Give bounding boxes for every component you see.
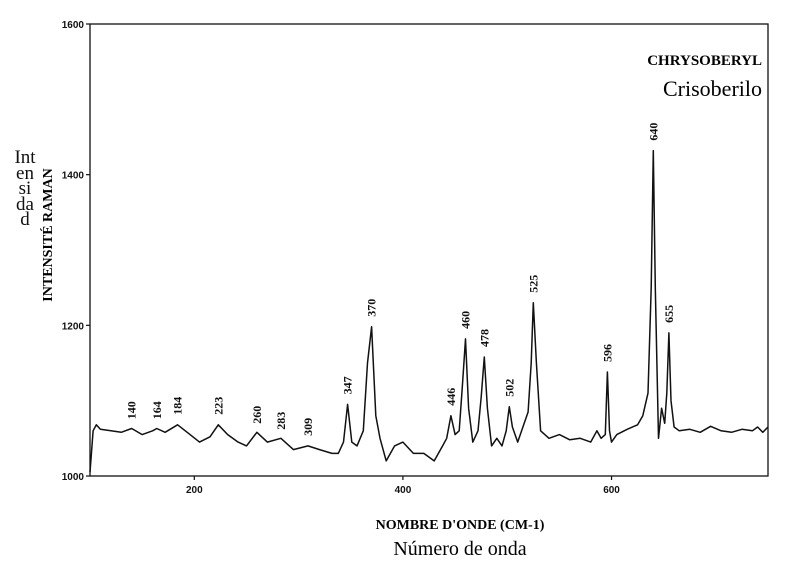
peak-label: 525 <box>526 275 540 293</box>
peak-label: 283 <box>274 412 288 430</box>
peak-label: 446 <box>444 388 458 406</box>
spectrum-line <box>89 149 769 473</box>
chart-title: CHRYSOBERYL <box>647 53 762 69</box>
peak-label: 140 <box>125 401 139 419</box>
x-axis-ticks: 200 400 600 <box>186 476 620 496</box>
peak-label: 164 <box>150 401 164 419</box>
peak-label: 655 <box>662 305 676 323</box>
peak-label: 370 <box>365 299 379 317</box>
peak-label: 478 <box>477 329 491 347</box>
y-tick-label: 1600 <box>62 20 85 31</box>
peak-label: 640 <box>646 123 660 141</box>
peak-label: 347 <box>341 376 355 394</box>
y-tick-label: 1200 <box>62 321 85 332</box>
plot-border <box>89 23 769 477</box>
peak-label: 309 <box>301 418 315 436</box>
peak-label: 502 <box>502 379 516 397</box>
chart-subtitle: Crisoberilo <box>663 76 762 101</box>
y-tick-label: 1000 <box>62 472 85 483</box>
peak-label: 460 <box>459 311 473 329</box>
x-axis-label: NOMBRE D'ONDE (CM-1) <box>376 518 545 533</box>
peak-label: 596 <box>600 344 614 362</box>
y-axis-ticks: 1000 1200 1400 1600 <box>62 20 90 483</box>
peak-label: 184 <box>171 397 185 415</box>
x-tick-label: 400 <box>395 485 412 496</box>
y-axis-label: INTENSITÉ RAMAN <box>39 168 56 301</box>
plot-frame <box>89 23 769 477</box>
x-axis-label-sub: Número de onda <box>393 538 526 560</box>
y-tick-label: 1400 <box>62 171 85 182</box>
peak-labels: 140 164 184 223 260 283 309 347 370 446 460 478 502 5… <box>125 123 676 436</box>
y-axis-label-sub: Intensidad <box>14 147 36 231</box>
peak-label: 223 <box>211 397 225 415</box>
peak-label: 260 <box>250 406 264 424</box>
x-tick-label: 200 <box>186 485 203 496</box>
spectrum-series <box>89 149 769 473</box>
x-tick-label: 600 <box>603 485 620 496</box>
